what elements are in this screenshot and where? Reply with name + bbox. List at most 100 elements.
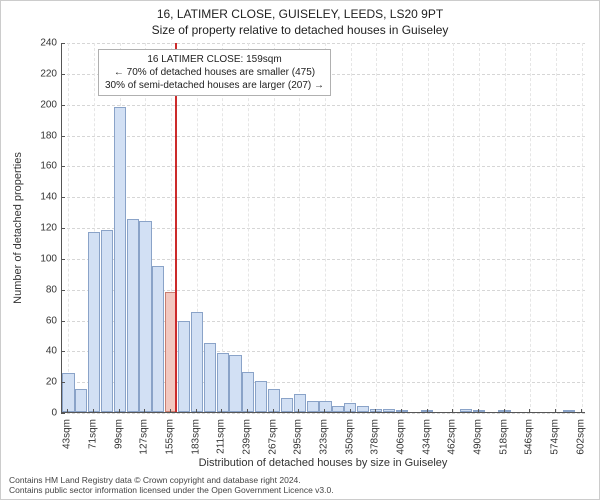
x-tick-mark bbox=[247, 409, 248, 413]
histogram-bar bbox=[357, 406, 369, 412]
x-tick-label: 323sqm bbox=[319, 419, 330, 455]
histogram-bar bbox=[281, 398, 293, 412]
histogram-bar bbox=[268, 389, 280, 412]
gridline-v bbox=[402, 43, 403, 412]
y-tick-label: 180 bbox=[40, 130, 57, 141]
x-tick-mark bbox=[401, 409, 402, 413]
x-tick-mark bbox=[478, 409, 479, 413]
chart-title-sub: Size of property relative to detached ho… bbox=[1, 21, 599, 39]
gridline-v bbox=[479, 43, 480, 412]
x-tick-label: 183sqm bbox=[190, 419, 201, 455]
annotation-line-3: 30% of semi-detached houses are larger (… bbox=[105, 79, 324, 92]
x-tick-label: 211sqm bbox=[216, 419, 227, 454]
histogram-bar bbox=[307, 401, 319, 412]
gridline-v bbox=[68, 43, 69, 412]
gridline-v bbox=[299, 43, 300, 412]
x-tick-label: 99sqm bbox=[113, 419, 124, 449]
y-tick-mark bbox=[61, 382, 65, 383]
y-tick-mark bbox=[61, 136, 65, 137]
histogram-bar bbox=[127, 219, 139, 412]
y-tick-label: 120 bbox=[40, 223, 57, 234]
histogram-bar bbox=[383, 409, 395, 412]
y-tick-label: 20 bbox=[46, 377, 57, 388]
histogram-bar bbox=[319, 401, 331, 412]
y-tick-mark bbox=[61, 228, 65, 229]
y-tick-label: 40 bbox=[46, 346, 57, 357]
x-tick-mark bbox=[555, 409, 556, 413]
x-tick-label: 602sqm bbox=[575, 419, 586, 455]
y-tick-label: 240 bbox=[40, 38, 57, 49]
histogram-bar bbox=[101, 230, 113, 412]
gridline-v bbox=[530, 43, 531, 412]
x-tick-mark bbox=[350, 409, 351, 413]
x-tick-label: 71sqm bbox=[88, 419, 99, 449]
y-tick-mark bbox=[61, 321, 65, 322]
histogram-bar bbox=[255, 381, 267, 412]
x-tick-label: 267sqm bbox=[267, 419, 278, 455]
histogram-bar bbox=[178, 321, 190, 412]
gridline-h bbox=[62, 43, 585, 44]
gridline-v bbox=[428, 43, 429, 412]
x-tick-mark bbox=[427, 409, 428, 413]
gridline-h bbox=[62, 166, 585, 167]
gridline-v bbox=[453, 43, 454, 412]
gridline-h bbox=[62, 136, 585, 137]
y-tick-mark bbox=[61, 259, 65, 260]
plot-frame: 16 LATIMER CLOSE: 159sqm← 70% of detache… bbox=[61, 43, 585, 413]
x-tick-mark bbox=[273, 409, 274, 413]
y-tick-label: 0 bbox=[51, 408, 57, 419]
x-tick-mark bbox=[93, 409, 94, 413]
annotation-line-1: 16 LATIMER CLOSE: 159sqm bbox=[105, 53, 324, 66]
y-tick-label: 140 bbox=[40, 192, 57, 203]
x-tick-label: 127sqm bbox=[139, 419, 150, 455]
x-tick-label: 295sqm bbox=[293, 419, 304, 455]
x-tick-mark bbox=[170, 409, 171, 413]
chart-title-main: 16, LATIMER CLOSE, GUISELEY, LEEDS, LS20… bbox=[1, 1, 599, 21]
x-tick-label: 406sqm bbox=[395, 419, 406, 455]
x-tick-region: 43sqm71sqm99sqm127sqm155sqm183sqm211sqm2… bbox=[61, 413, 585, 463]
histogram-bar bbox=[62, 373, 74, 412]
histogram-bar bbox=[294, 394, 306, 413]
histogram-bar bbox=[191, 312, 203, 412]
x-tick-mark bbox=[529, 409, 530, 413]
x-tick-mark bbox=[67, 409, 68, 413]
gridline-v bbox=[274, 43, 275, 412]
gridline-v bbox=[556, 43, 557, 412]
marker-line bbox=[175, 43, 177, 412]
x-tick-label: 434sqm bbox=[421, 419, 432, 455]
y-tick-mark bbox=[61, 166, 65, 167]
y-tick-label: 100 bbox=[40, 253, 57, 264]
gridline-v bbox=[582, 43, 583, 412]
x-tick-label: 490sqm bbox=[472, 419, 483, 455]
y-tick-label: 220 bbox=[40, 68, 57, 79]
x-tick-label: 378sqm bbox=[370, 419, 381, 455]
x-tick-mark bbox=[375, 409, 376, 413]
x-tick-label: 462sqm bbox=[447, 419, 458, 455]
x-tick-mark bbox=[144, 409, 145, 413]
histogram-bar bbox=[229, 355, 241, 412]
histogram-bar bbox=[75, 389, 87, 412]
gridline-h bbox=[62, 197, 585, 198]
histogram-bar bbox=[460, 409, 472, 412]
gridline-v bbox=[351, 43, 352, 412]
histogram-bar bbox=[114, 107, 126, 412]
histogram-bar bbox=[332, 406, 344, 412]
histogram-bar bbox=[88, 232, 100, 412]
x-tick-mark bbox=[196, 409, 197, 413]
footer-line-1: Contains HM Land Registry data © Crown c… bbox=[9, 475, 591, 485]
annotation-box: 16 LATIMER CLOSE: 159sqm← 70% of detache… bbox=[98, 49, 331, 96]
plot-area: 16 LATIMER CLOSE: 159sqm← 70% of detache… bbox=[61, 43, 585, 413]
y-tick-mark bbox=[61, 43, 65, 44]
y-tick-mark bbox=[61, 197, 65, 198]
histogram-bar bbox=[204, 343, 216, 412]
y-tick-mark bbox=[61, 105, 65, 106]
x-tick-mark bbox=[119, 409, 120, 413]
annotation-line-2: ← 70% of detached houses are smaller (47… bbox=[105, 66, 324, 79]
x-tick-mark bbox=[452, 409, 453, 413]
gridline-v bbox=[376, 43, 377, 412]
x-tick-label: 518sqm bbox=[498, 419, 509, 455]
footer-attribution: Contains HM Land Registry data © Crown c… bbox=[9, 475, 591, 495]
histogram-bar bbox=[217, 353, 229, 412]
gridline-v bbox=[248, 43, 249, 412]
x-tick-mark bbox=[324, 409, 325, 413]
